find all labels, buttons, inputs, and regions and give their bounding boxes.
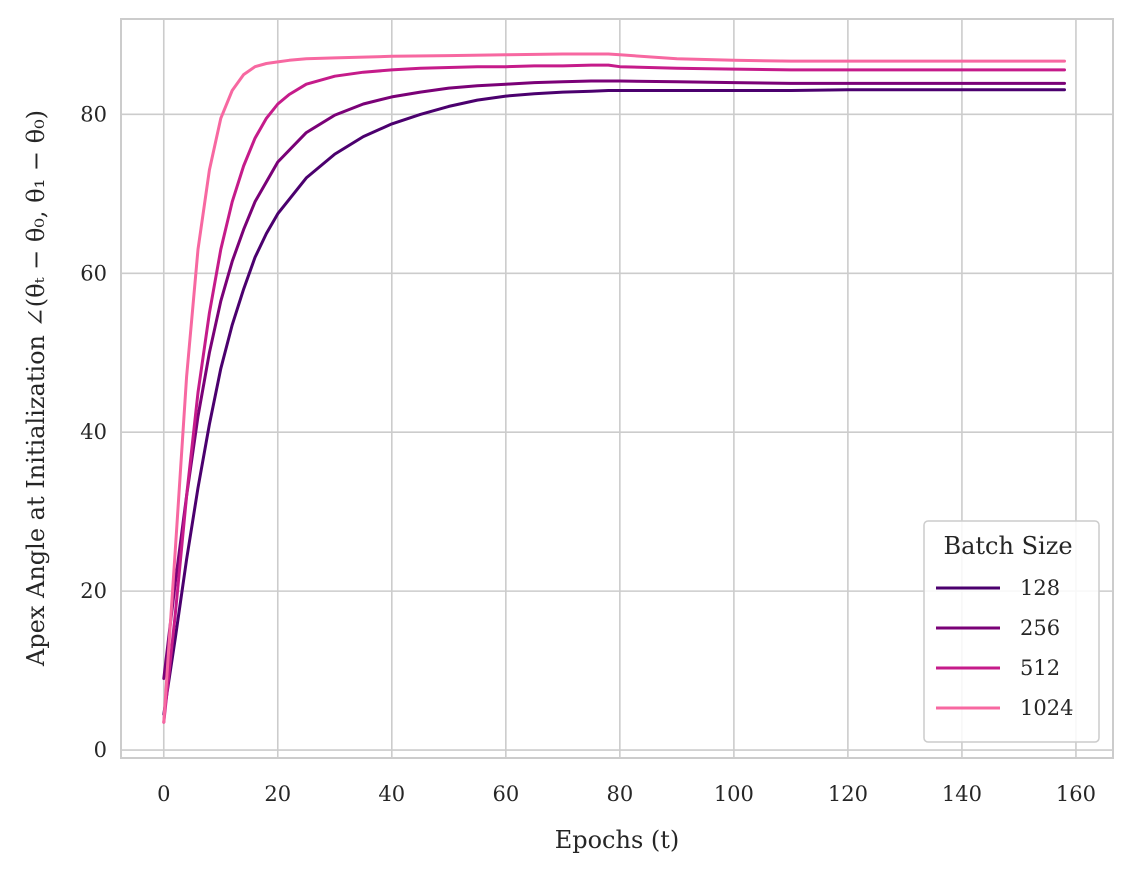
- series-lines: [162, 52, 1066, 724]
- y-tick-label: 0: [94, 738, 107, 762]
- x-tick-label: 40: [378, 782, 405, 806]
- legend-label-512: 512: [1020, 656, 1060, 680]
- y-tick-label: 60: [80, 261, 107, 285]
- x-tick-label: 160: [1056, 782, 1096, 806]
- series-line-1024: [162, 52, 1066, 724]
- x-tick-label: 0: [157, 782, 170, 806]
- y-tick-label: 40: [80, 420, 107, 444]
- legend-label-1024: 1024: [1020, 696, 1073, 720]
- series-line-128: [162, 88, 1066, 716]
- y-tick-label: 20: [80, 579, 107, 603]
- x-tick-label: 20: [264, 782, 291, 806]
- y-tick-label: 80: [80, 102, 107, 126]
- y-tick-labels: 0 20 40 60 80: [80, 102, 107, 762]
- x-axis-label: Epochs (t): [555, 826, 680, 854]
- x-tick-labels: 0 20 40 60 80 100 120 140 160: [157, 782, 1096, 806]
- x-tick-label: 140: [942, 782, 982, 806]
- series-line-256: [162, 79, 1066, 680]
- grid: [121, 19, 1113, 758]
- x-tick-label: 100: [714, 782, 754, 806]
- plot-frame: [120, 18, 1114, 759]
- x-tick-label: 120: [828, 782, 868, 806]
- legend-box: [923, 520, 1100, 743]
- y-axis-label: Apex Angle at Initialization ∠(θₜ − θ₀, …: [22, 110, 50, 667]
- legend-title: Batch Size: [943, 532, 1072, 560]
- legend-label-128: 128: [1020, 576, 1060, 600]
- legend-entries: 128 256 512 1024: [936, 576, 1073, 720]
- legend-label-256: 256: [1020, 616, 1060, 640]
- x-tick-label: 80: [606, 782, 633, 806]
- x-tick-label: 60: [492, 782, 519, 806]
- legend: Batch Size 128 256 512 1024: [923, 520, 1100, 743]
- series-line-512: [162, 63, 1066, 724]
